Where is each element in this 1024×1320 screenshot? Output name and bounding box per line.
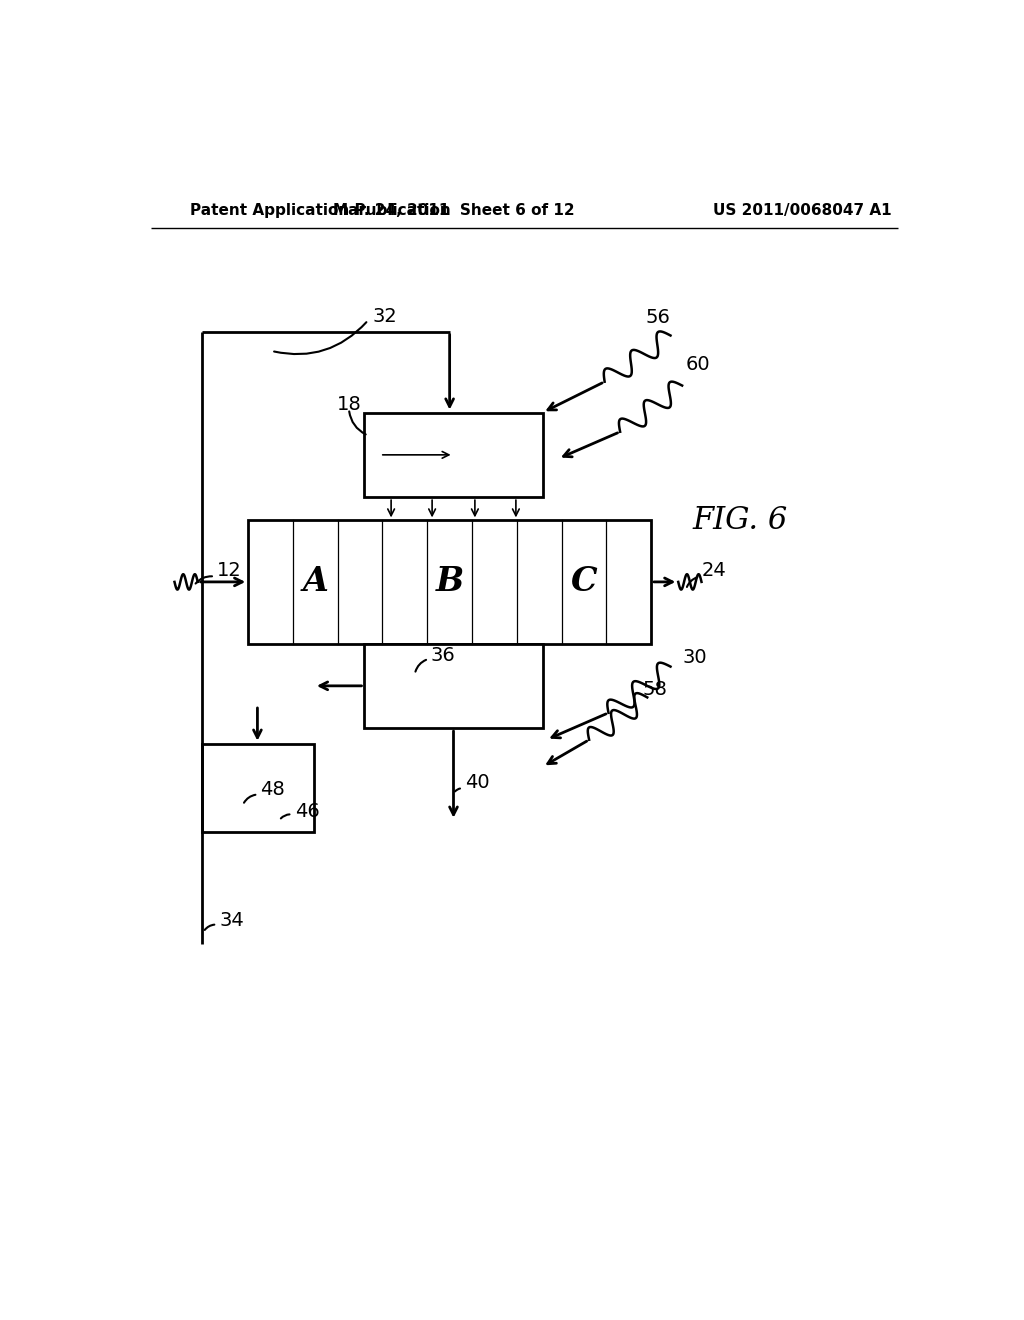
Text: 58: 58 xyxy=(643,680,668,700)
Text: B: B xyxy=(435,565,464,598)
Text: 46: 46 xyxy=(295,801,319,821)
Text: 34: 34 xyxy=(219,911,244,931)
Text: 24: 24 xyxy=(701,561,726,579)
Text: 30: 30 xyxy=(682,648,707,667)
Text: 18: 18 xyxy=(337,395,362,414)
Text: US 2011/0068047 A1: US 2011/0068047 A1 xyxy=(713,203,892,218)
Text: 40: 40 xyxy=(465,772,489,792)
Bar xyxy=(365,644,543,729)
Bar xyxy=(202,743,314,832)
Text: 60: 60 xyxy=(686,355,711,375)
Text: 56: 56 xyxy=(646,309,671,327)
Text: 48: 48 xyxy=(260,780,285,800)
Bar xyxy=(365,412,543,498)
Text: C: C xyxy=(570,565,597,598)
Text: A: A xyxy=(302,565,329,598)
Text: FIG. 6: FIG. 6 xyxy=(692,504,787,536)
Text: 32: 32 xyxy=(372,306,397,326)
Bar xyxy=(248,520,651,644)
Text: 36: 36 xyxy=(430,645,455,664)
Text: Patent Application Publication: Patent Application Publication xyxy=(190,203,451,218)
Text: Mar. 24, 2011  Sheet 6 of 12: Mar. 24, 2011 Sheet 6 of 12 xyxy=(333,203,574,218)
Text: 12: 12 xyxy=(217,561,242,579)
